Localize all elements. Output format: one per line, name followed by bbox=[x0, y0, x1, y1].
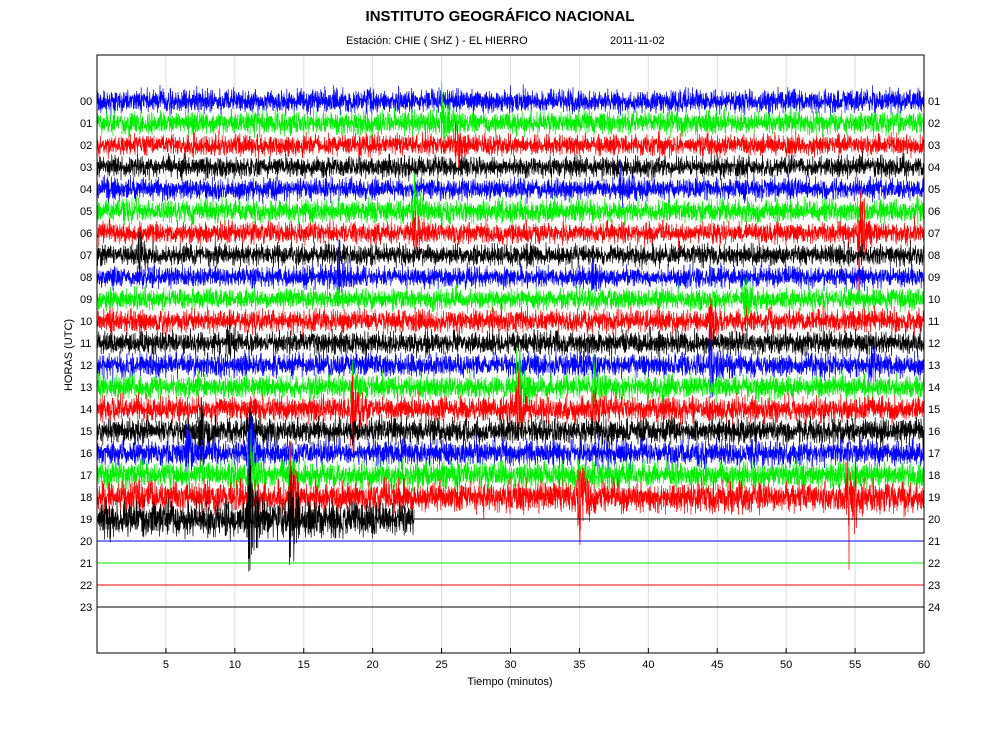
left-hour-label-04: 04 bbox=[80, 184, 92, 196]
left-hour-label-14: 14 bbox=[80, 404, 92, 416]
trace-hour-19 bbox=[97, 412, 415, 572]
x-tick-label-15: 15 bbox=[298, 659, 310, 671]
right-hour-label-22: 22 bbox=[928, 558, 940, 570]
x-tick-label-25: 25 bbox=[435, 659, 447, 671]
left-hour-label-20: 20 bbox=[80, 536, 92, 548]
left-hour-label-09: 09 bbox=[80, 294, 92, 306]
left-hour-label-22: 22 bbox=[80, 580, 92, 592]
right-hour-label-15: 15 bbox=[928, 404, 940, 416]
x-tick-label-60: 60 bbox=[918, 659, 930, 671]
trace-hour-8 bbox=[97, 239, 924, 307]
right-hour-label-19: 19 bbox=[928, 492, 940, 504]
trace-hour-7 bbox=[97, 231, 924, 286]
right-hour-label-13: 13 bbox=[928, 360, 940, 372]
x-tick-label-35: 35 bbox=[573, 659, 585, 671]
x-tick-label-40: 40 bbox=[642, 659, 654, 671]
right-hour-label-23: 23 bbox=[928, 580, 940, 592]
x-tick-label-20: 20 bbox=[367, 659, 379, 671]
trace-hour-9 bbox=[97, 276, 924, 332]
left-hour-label-17: 17 bbox=[80, 470, 92, 482]
x-tick-label-30: 30 bbox=[504, 659, 516, 671]
right-hour-label-14: 14 bbox=[928, 382, 940, 394]
seismic-traces bbox=[97, 81, 924, 608]
right-hour-label-07: 07 bbox=[928, 228, 940, 240]
date-label: 2011-11-02 bbox=[610, 35, 665, 47]
x-tick-label-10: 10 bbox=[229, 659, 241, 671]
trace-hour-16 bbox=[97, 401, 924, 535]
station-label: Estación: CHIE ( SHZ ) - EL HIERRO bbox=[346, 35, 528, 47]
trace-hour-4 bbox=[97, 160, 924, 208]
trace-hour-10 bbox=[97, 296, 924, 355]
right-hour-label-04: 04 bbox=[928, 162, 940, 174]
x-tick-label-45: 45 bbox=[711, 659, 723, 671]
right-hour-label-06: 06 bbox=[928, 206, 940, 218]
axis-ticks: 5 10 15 20 25 30 35 40 45 50 55 60 00 01 02 03 04 05 06 07 0… bbox=[80, 96, 940, 671]
right-hour-label-08: 08 bbox=[928, 250, 940, 262]
left-hour-label-13: 13 bbox=[80, 382, 92, 394]
right-hour-label-20: 20 bbox=[928, 514, 940, 526]
right-hour-label-09: 09 bbox=[928, 272, 940, 284]
trace-hour-6 bbox=[97, 189, 924, 302]
trace-hour-0 bbox=[97, 84, 924, 117]
left-hour-label-08: 08 bbox=[80, 272, 92, 284]
left-hour-label-16: 16 bbox=[80, 448, 92, 460]
left-hour-label-18: 18 bbox=[80, 492, 92, 504]
left-hour-label-02: 02 bbox=[80, 140, 92, 152]
left-hour-label-05: 05 bbox=[80, 206, 92, 218]
trace-hour-18 bbox=[97, 440, 924, 570]
right-hour-label-11: 11 bbox=[928, 316, 939, 328]
trace-hour-15 bbox=[97, 397, 924, 468]
left-hour-label-03: 03 bbox=[80, 162, 92, 174]
left-hour-label-10: 10 bbox=[80, 316, 92, 328]
left-hour-label-23: 23 bbox=[80, 602, 92, 614]
left-hour-label-00: 00 bbox=[80, 96, 92, 108]
left-hour-label-21: 21 bbox=[80, 558, 92, 570]
trace-hour-5 bbox=[97, 172, 924, 232]
left-hour-label-06: 06 bbox=[80, 228, 92, 240]
x-tick-label-55: 55 bbox=[849, 659, 861, 671]
right-hour-label-18: 18 bbox=[928, 470, 940, 482]
trace-hour-17 bbox=[97, 429, 924, 530]
trace-hour-2 bbox=[97, 121, 924, 171]
right-hour-label-24: 24 bbox=[928, 602, 940, 614]
left-hour-label-07: 07 bbox=[80, 250, 92, 262]
right-hour-label-10: 10 bbox=[928, 294, 940, 306]
trace-hour-1 bbox=[97, 81, 924, 155]
left-hour-label-12: 12 bbox=[80, 360, 92, 372]
chart-title: INSTITUTO GEOGRÁFICO NACIONAL bbox=[365, 8, 635, 25]
left-hour-label-15: 15 bbox=[80, 426, 92, 438]
trace-hour-12 bbox=[97, 326, 924, 399]
trace-hour-3 bbox=[97, 151, 924, 182]
x-tick-label-5: 5 bbox=[163, 659, 169, 671]
right-hour-label-01: 01 bbox=[928, 96, 940, 108]
right-hour-label-12: 12 bbox=[928, 338, 940, 350]
y-axis-label: HORAS (UTC) bbox=[63, 319, 75, 391]
left-hour-label-01: 01 bbox=[80, 118, 92, 130]
right-hour-label-02: 02 bbox=[928, 118, 940, 130]
trace-hour-11 bbox=[97, 318, 924, 360]
trace-hour-14 bbox=[97, 369, 924, 457]
x-tick-label-50: 50 bbox=[780, 659, 792, 671]
right-hour-label-21: 21 bbox=[928, 536, 940, 548]
right-hour-label-17: 17 bbox=[928, 448, 940, 460]
left-hour-label-11: 11 bbox=[80, 338, 91, 350]
left-hour-label-19: 19 bbox=[80, 514, 92, 526]
right-hour-label-03: 03 bbox=[928, 140, 940, 152]
right-hour-label-16: 16 bbox=[928, 426, 940, 438]
right-hour-label-05: 05 bbox=[928, 184, 940, 196]
x-axis-label: Tiempo (minutos) bbox=[467, 676, 552, 688]
